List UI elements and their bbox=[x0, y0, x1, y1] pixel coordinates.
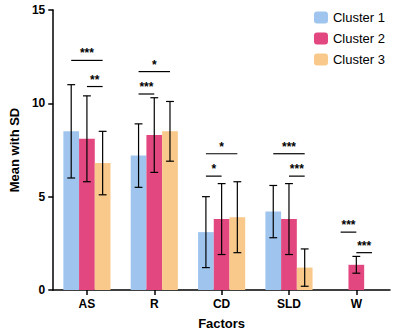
svg-text:*: * bbox=[152, 58, 157, 72]
svg-text:***: *** bbox=[357, 239, 371, 253]
svg-text:Cluster 2: Cluster 2 bbox=[333, 31, 385, 46]
svg-text:Factors: Factors bbox=[198, 316, 245, 331]
svg-text:Mean with SD: Mean with SD bbox=[7, 108, 22, 193]
svg-text:0: 0 bbox=[39, 283, 46, 297]
svg-text:***: *** bbox=[282, 140, 296, 154]
svg-text:CD: CD bbox=[213, 297, 231, 311]
svg-text:AS: AS bbox=[79, 297, 96, 311]
svg-text:15: 15 bbox=[32, 3, 46, 17]
svg-text:Cluster 3: Cluster 3 bbox=[333, 52, 385, 67]
svg-text:***: *** bbox=[80, 46, 94, 60]
svg-text:*: * bbox=[219, 140, 224, 154]
svg-text:10: 10 bbox=[32, 96, 46, 110]
svg-text:Cluster 1: Cluster 1 bbox=[333, 10, 385, 25]
svg-text:SLD: SLD bbox=[277, 297, 301, 311]
svg-text:W: W bbox=[351, 297, 363, 311]
svg-text:R: R bbox=[150, 297, 159, 311]
svg-text:**: ** bbox=[90, 73, 100, 87]
svg-text:***: *** bbox=[290, 162, 304, 176]
svg-text:***: *** bbox=[139, 80, 153, 94]
svg-text:***: *** bbox=[341, 218, 355, 232]
svg-text:5: 5 bbox=[39, 190, 46, 204]
svg-text:*: * bbox=[211, 162, 216, 176]
